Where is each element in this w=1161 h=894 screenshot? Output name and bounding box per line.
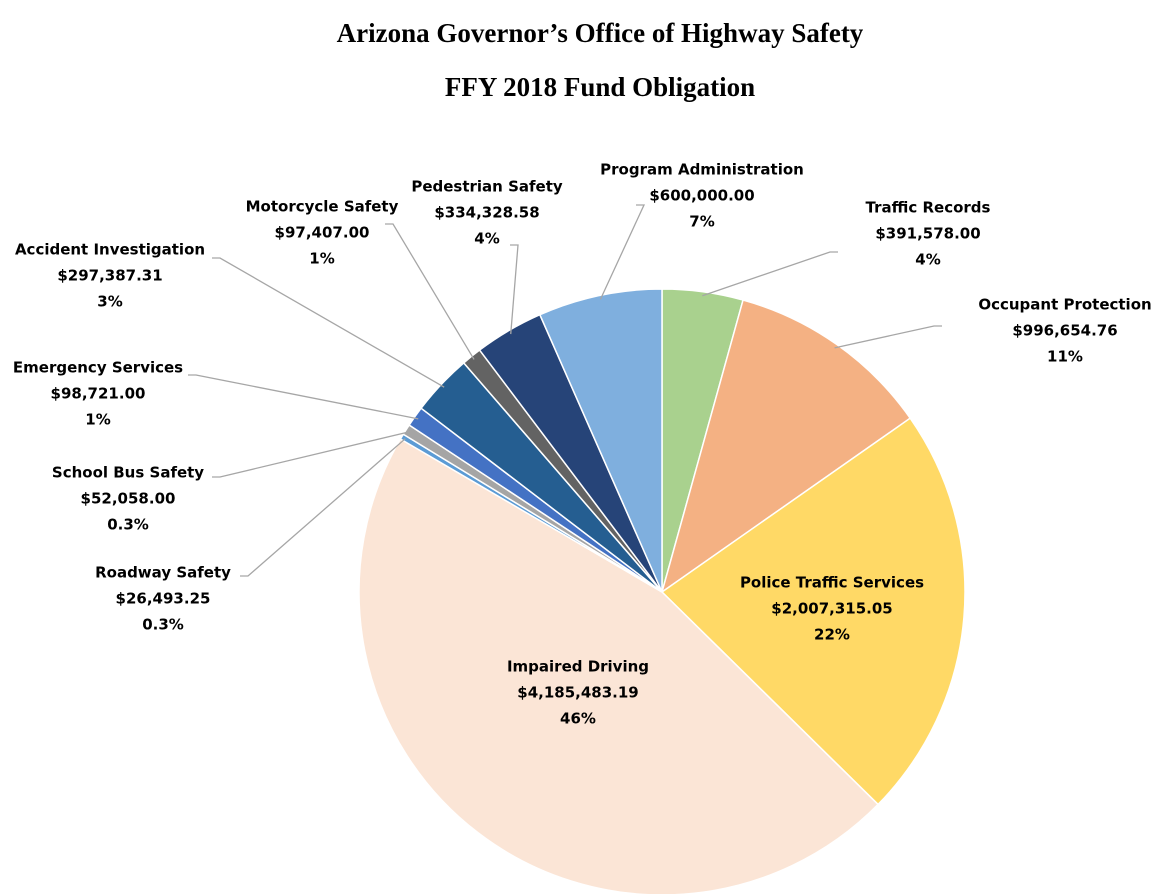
leader-line [510, 244, 519, 335]
slice-percent: 22% [814, 626, 850, 644]
leader-line [212, 431, 410, 478]
slice-label: Traffic Records [866, 199, 991, 217]
slice-percent: 4% [915, 251, 940, 269]
slice-percent: 46% [560, 710, 596, 728]
slice-label: Occupant Protection [978, 296, 1151, 314]
chart-subtitle: FFY 2018 Fund Obligation [445, 72, 755, 102]
slice-label: Police Traffic Services [740, 574, 924, 592]
slice-percent: 0.3% [142, 616, 184, 634]
slice-value: $4,185,483.19 [517, 684, 638, 702]
slice-percent: 1% [309, 250, 334, 268]
slice-percent: 11% [1047, 348, 1083, 366]
slice-label: Accident Investigation [15, 241, 205, 259]
slice-percent: 3% [97, 293, 122, 311]
leader-line [188, 374, 419, 420]
slice-percent: 0.3% [107, 516, 149, 534]
slice-value: $334,328.58 [434, 204, 539, 222]
slice-value: $600,000.00 [649, 187, 754, 205]
leader-line [702, 251, 838, 297]
leader-line [212, 257, 445, 388]
slice-value: $297,387.31 [57, 267, 162, 285]
slice-label: Emergency Services [13, 359, 183, 377]
leader-line [834, 325, 942, 349]
pie-slice [358, 437, 880, 894]
slice-value: $98,721.00 [51, 385, 146, 403]
slice-value: $26,493.25 [116, 590, 211, 608]
slice-value: $97,407.00 [275, 224, 370, 242]
slice-percent: 7% [689, 213, 714, 231]
slice-value: $2,007,315.05 [771, 600, 892, 618]
slice-label: Pedestrian Safety [411, 178, 563, 196]
slice-label: Program Administration [600, 161, 804, 179]
slice-label: Motorcycle Safety [246, 198, 399, 216]
leader-line [385, 223, 475, 360]
slice-value: $52,058.00 [81, 490, 176, 508]
slice-value: $391,578.00 [875, 225, 980, 243]
chart-title: Arizona Governor’s Office of Highway Saf… [337, 18, 864, 48]
pie-slice [660, 417, 966, 806]
leader-line [240, 438, 406, 577]
slice-percent: 4% [474, 230, 499, 248]
pie-slice [538, 288, 663, 593]
slice-label: Roadway Safety [95, 564, 231, 582]
slice-percent: 1% [85, 411, 110, 429]
slice-label: Impaired Driving [507, 658, 649, 676]
slice-value: $996,654.76 [1012, 322, 1117, 340]
leader-line [599, 204, 646, 300]
slice-label: School Bus Safety [52, 464, 204, 482]
pie-slice [660, 299, 912, 594]
